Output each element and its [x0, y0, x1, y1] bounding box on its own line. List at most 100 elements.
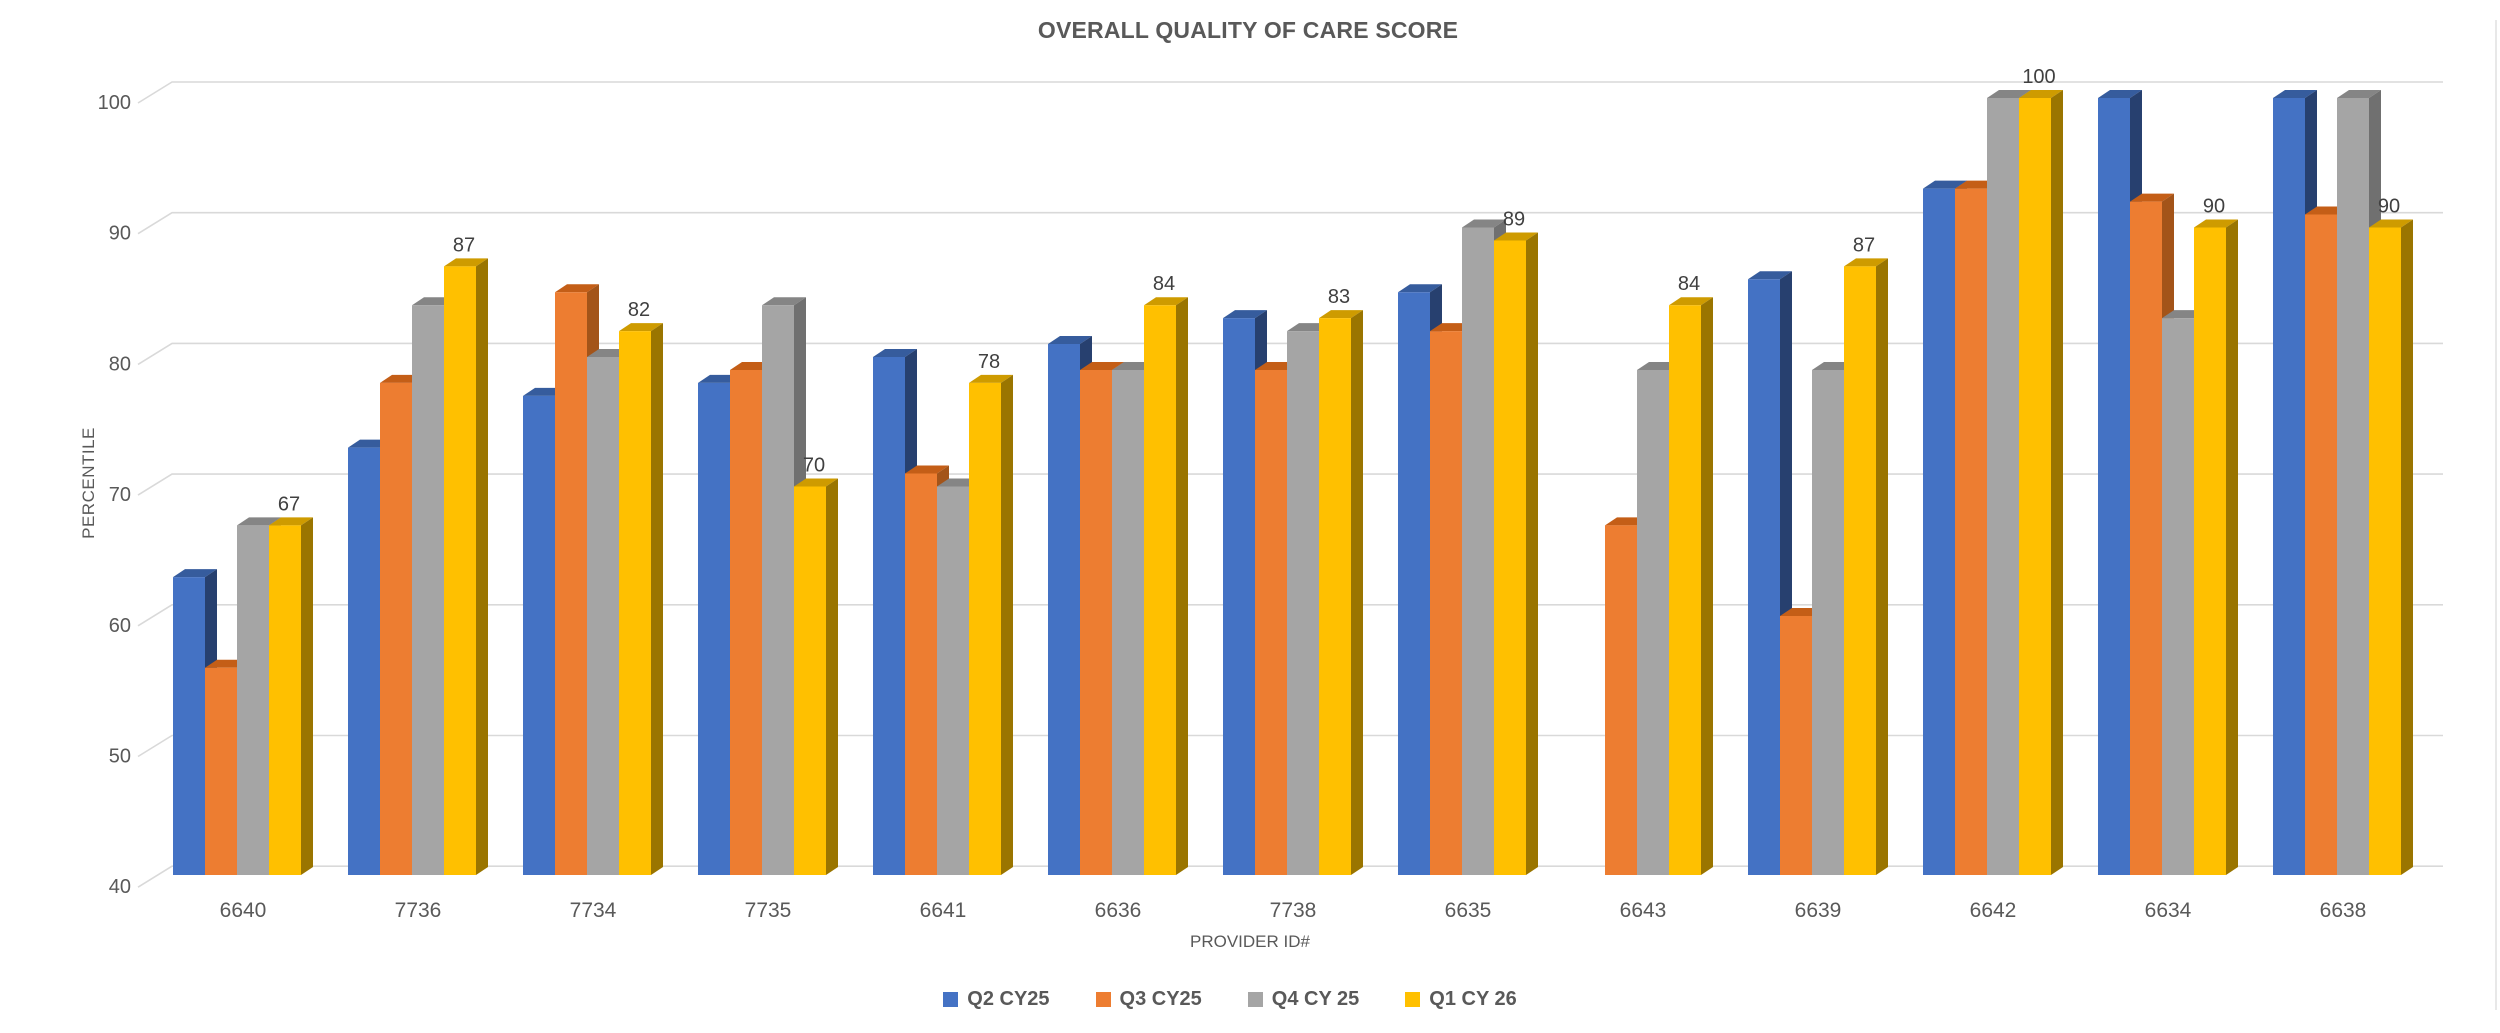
- bar-6642-Q1-CY-26: [2019, 90, 2063, 875]
- bar-7735-Q1-CY-26: [794, 478, 838, 875]
- bar-front-face: [1748, 279, 1780, 875]
- bar-side-face: [2051, 90, 2063, 875]
- x-category-label-6636: 6636: [1095, 899, 1142, 922]
- x-category-label-6634: 6634: [2145, 899, 2192, 922]
- bar-front-face: [2098, 98, 2130, 875]
- bar-front-face: [1319, 318, 1351, 875]
- bar-top-face: [2273, 90, 2317, 98]
- chart-right-border: [2495, 20, 2497, 1010]
- legend-label: Q2 CY25: [967, 988, 1050, 1010]
- bar-top-face: [1748, 271, 1792, 280]
- bar-6640-Q1-CY-26: [269, 517, 313, 875]
- bar-top-face: [1319, 310, 1363, 319]
- bar-side-face: [1876, 258, 1888, 876]
- bar-front-face: [380, 382, 412, 875]
- bar-front-face: [2305, 214, 2337, 876]
- bar-front-face: [937, 486, 969, 875]
- bar-side-face: [2401, 219, 2413, 875]
- data-label-6634: 90: [2203, 196, 2225, 218]
- bar-front-face: [1844, 266, 1876, 876]
- bar-6638-Q1-CY-26: [2369, 219, 2413, 875]
- bar-front-face: [698, 382, 730, 875]
- bar-front-face: [1112, 369, 1144, 875]
- y-tick-label-90: 90: [109, 223, 131, 245]
- bar-front-face: [1398, 292, 1430, 875]
- bar-front-face: [523, 395, 555, 875]
- legend-item-Q1-CY-26: Q1 CY 26: [1405, 988, 1517, 1011]
- data-label-7735: 70: [803, 455, 825, 477]
- bar-top-face: [1048, 336, 1092, 345]
- bar-top-face: [173, 569, 217, 578]
- data-label-6642: 100: [2022, 66, 2055, 88]
- bar-top-face: [2019, 90, 2063, 98]
- data-label-6639: 87: [1853, 234, 1875, 256]
- bar-front-face: [1255, 369, 1287, 875]
- bar-top-face: [237, 517, 281, 526]
- bar-side-face: [1351, 310, 1363, 875]
- bar-front-face: [730, 369, 762, 875]
- bar-top-face: [269, 517, 313, 526]
- legend-item-Q4-CY-25: Q4 CY 25: [1247, 988, 1360, 1011]
- data-label-7738: 83: [1328, 286, 1350, 308]
- bar-front-face: [587, 357, 619, 875]
- bar-6636-Q1-CY-26: [1144, 297, 1188, 875]
- y-tick-label-40: 40: [109, 876, 131, 898]
- bar-6643-Q1-CY-26: [1669, 297, 1713, 875]
- bar-front-face: [762, 305, 794, 875]
- bar-front-face: [905, 473, 937, 875]
- bar-side-face: [301, 517, 313, 875]
- bar-side-face: [476, 258, 488, 876]
- bar-top-face: [1144, 297, 1188, 306]
- bar-top-face: [2194, 219, 2238, 228]
- bar-front-face: [1223, 318, 1255, 875]
- data-label-6640: 67: [278, 493, 300, 515]
- bar-top-face: [2337, 90, 2381, 98]
- bar-top-face: [619, 323, 663, 332]
- bar-top-face: [1923, 180, 1967, 189]
- bar-front-face: [1812, 369, 1844, 875]
- bar-side-face: [651, 323, 663, 876]
- bar-front-face: [205, 667, 237, 875]
- data-label-7734: 82: [628, 299, 650, 321]
- bar-top-face: [555, 284, 599, 293]
- gridline-90: [137, 211, 2443, 235]
- x-category-label-6640: 6640: [220, 899, 267, 922]
- bar-front-face: [619, 331, 651, 876]
- legend-label: Q4 CY 25: [1271, 988, 1360, 1010]
- bar-6639-Q1-CY-26: [1844, 258, 1888, 876]
- bar-6635-Q1-CY-26: [1494, 232, 1538, 875]
- bar-front-face: [1080, 369, 1112, 875]
- bar-top-face: [1398, 284, 1442, 293]
- bar-front-face: [1462, 227, 1494, 875]
- bar-side-face: [2226, 219, 2238, 875]
- x-category-label-6642: 6642: [1970, 899, 2017, 922]
- legend-swatch: [1095, 992, 1111, 1007]
- bar-side-face: [1001, 374, 1013, 875]
- bar-top-face: [1669, 297, 1713, 306]
- legend-item-Q3-CY25: Q3 CY25: [1095, 988, 1202, 1011]
- x-category-label-7734: 7734: [570, 899, 617, 922]
- bar-side-face: [1526, 232, 1538, 875]
- bar-front-face: [412, 305, 444, 875]
- x-category-label-7738: 7738: [1270, 899, 1317, 922]
- bar-top-face: [1080, 361, 1124, 370]
- bar-top-face: [2098, 90, 2142, 98]
- bar-7736-Q1-CY-26: [444, 258, 488, 876]
- y-tick-label-50: 50: [109, 746, 131, 768]
- bar-front-face: [2162, 318, 2194, 875]
- bar-top-face: [762, 297, 806, 306]
- x-category-label-6638: 6638: [2320, 899, 2367, 922]
- bar-front-face: [1669, 305, 1701, 875]
- x-category-label-7735: 7735: [745, 899, 792, 922]
- bar-front-face: [173, 577, 205, 875]
- bar-front-face: [2273, 98, 2305, 875]
- bar-front-face: [2369, 227, 2401, 875]
- bar-front-face: [237, 525, 269, 875]
- y-tick-label-70: 70: [109, 484, 131, 506]
- bar-top-face: [1223, 310, 1267, 319]
- data-label-6638: 90: [2378, 196, 2400, 218]
- bar-front-face: [2130, 201, 2162, 876]
- bar-front-face: [969, 382, 1001, 875]
